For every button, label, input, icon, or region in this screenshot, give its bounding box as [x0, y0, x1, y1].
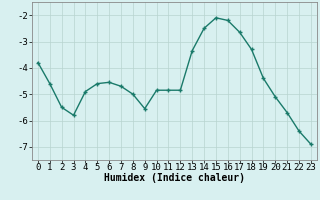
X-axis label: Humidex (Indice chaleur): Humidex (Indice chaleur) [104, 173, 245, 183]
